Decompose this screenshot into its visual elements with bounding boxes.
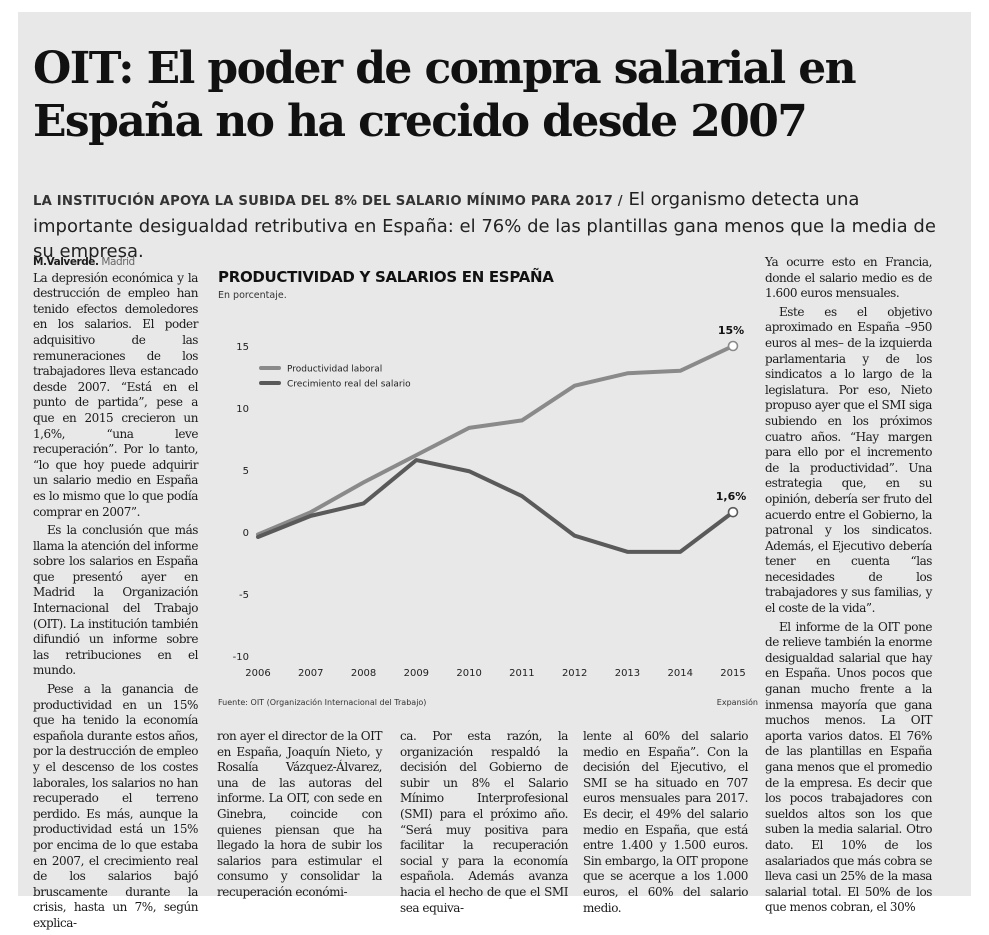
data-label: 1,6% (716, 490, 747, 503)
column-5: Ya ocurre esto en Francia, donde el sala… (765, 255, 932, 919)
column-3: ca. Por esta razón, la organización resp… (400, 729, 568, 919)
paragraph: Pese a la ganancia de productividad en u… (33, 682, 198, 930)
series-line (256, 344, 735, 537)
y-tick-label: 0 (243, 528, 249, 539)
x-tick-label: 2014 (667, 668, 692, 679)
paragraph: El informe de la OIT pone de relieve tam… (765, 619, 932, 915)
newspaper-page: OIT: El poder de compra salarial en Espa… (18, 12, 971, 930)
byline: M.Valverde. Madrid (33, 255, 198, 271)
y-tick-label: 5 (243, 466, 249, 477)
x-tick-label: 2006 (245, 668, 270, 679)
chart-source: Fuente: OIT (Organización Internacional … (218, 698, 427, 707)
deck-kicker: LA INSTITUCIÓN APOYA LA SUBIDA DEL 8% DE… (33, 194, 623, 209)
legend-label: Productividad laboral (287, 365, 382, 375)
series-line (256, 458, 735, 554)
y-tick-label: 15 (236, 342, 249, 353)
byline-location: Madrid (98, 256, 135, 268)
deck-text: El organismo detecta una importante desi… (33, 189, 936, 262)
paragraph: Este es el objetivo aproximado en España… (765, 304, 932, 616)
chart-credit: Expansión (716, 698, 758, 707)
paragraph: ron ayer el director de la OIT en España… (217, 729, 383, 899)
chart-unit: En porcentaje. (218, 290, 287, 301)
line-chart: 15 10 5 0 -5 -10 2006 2007 2008 2009 2010 2011 2012 2… (233, 324, 747, 679)
legend-label: Crecimiento real del salario (287, 380, 411, 390)
x-tick-label: 2010 (456, 668, 481, 679)
deck: LA INSTITUCIÓN APOYA LA SUBIDA DEL 8% DE… (33, 187, 958, 264)
x-tick-label: 2013 (615, 668, 640, 679)
x-tick-label: 2007 (298, 668, 323, 679)
column-2: ron ayer el director de la OIT en España… (217, 729, 382, 904)
x-tick-label: 2008 (351, 668, 376, 679)
chart-panel: PRODUCTIVIDAD Y SALARIOS EN ESPAÑA En po… (213, 258, 766, 711)
y-tick-label: 10 (236, 404, 249, 415)
y-tick-label: -5 (239, 590, 249, 601)
paragraph: Es la conclusión que más llama la atenci… (33, 523, 198, 678)
series-end-point (727, 506, 739, 518)
paragraph: lente al 60% del salario medio en España… (583, 729, 748, 915)
byline-author: M.Valverde. (33, 256, 99, 268)
x-tick-label: 2015 (720, 668, 745, 679)
column-1: M.Valverde. Madrid La depresión económic… (33, 255, 198, 935)
paragraph: Ya ocurre esto en Francia, donde el sala… (765, 255, 932, 301)
paragraph: La depresión económica y la destrucción … (33, 270, 198, 519)
x-tick-label: 2009 (404, 668, 429, 679)
data-label: 15% (718, 324, 744, 337)
x-tick-label: 2011 (509, 668, 534, 679)
x-tick-label: 2012 (562, 668, 587, 679)
paragraph: ca. Por esta razón, la organización resp… (400, 729, 568, 915)
y-tick-label: -10 (233, 652, 249, 663)
series-end-point (727, 340, 739, 352)
headline: OIT: El poder de compra salarial en Espa… (33, 43, 857, 147)
chart-title: PRODUCTIVIDAD Y SALARIOS EN ESPAÑA (218, 268, 554, 286)
column-4: lente al 60% del salario medio en España… (583, 729, 748, 919)
